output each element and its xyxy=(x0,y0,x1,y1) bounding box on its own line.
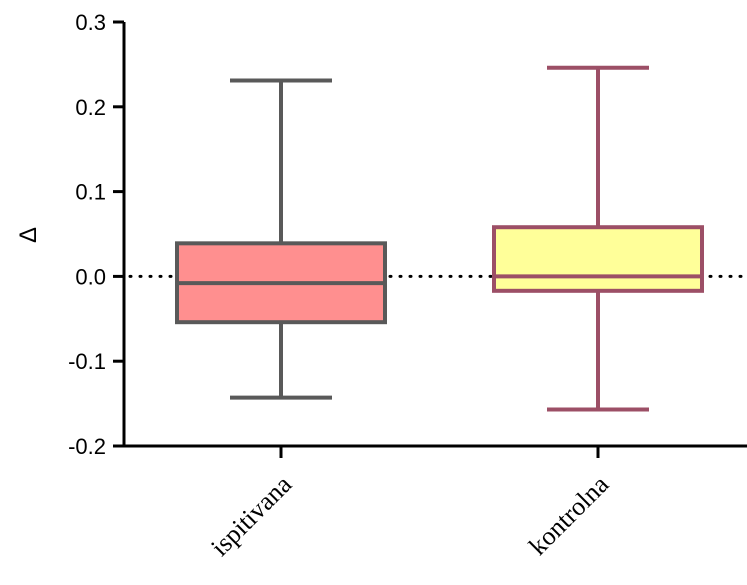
y-tick-label: 0.3 xyxy=(75,10,106,35)
box-ispitivana xyxy=(175,78,387,400)
y-tick-label: 0.2 xyxy=(75,95,106,120)
x-tick-label-kontrolna: kontrolna xyxy=(523,469,614,560)
box-kontrolna xyxy=(492,65,704,412)
iqr-box xyxy=(492,225,704,293)
x-ticks-layer: ispitivana kontrolna xyxy=(205,446,615,562)
y-axis-title: Δ xyxy=(15,227,42,243)
axes-layer xyxy=(122,22,747,448)
y-tick-label: -0.2 xyxy=(68,434,106,459)
y-tick-label: -0.1 xyxy=(68,349,106,374)
y-tick-label: 0.1 xyxy=(75,180,106,205)
boxes-layer xyxy=(175,65,704,412)
y-ticks-layer: 0.3 0.2 0.1 0.0 -0.1 -0.2 xyxy=(68,10,124,459)
y-tick-label: 0.0 xyxy=(75,264,106,289)
x-tick-label-ispitivana: ispitivana xyxy=(205,469,297,561)
